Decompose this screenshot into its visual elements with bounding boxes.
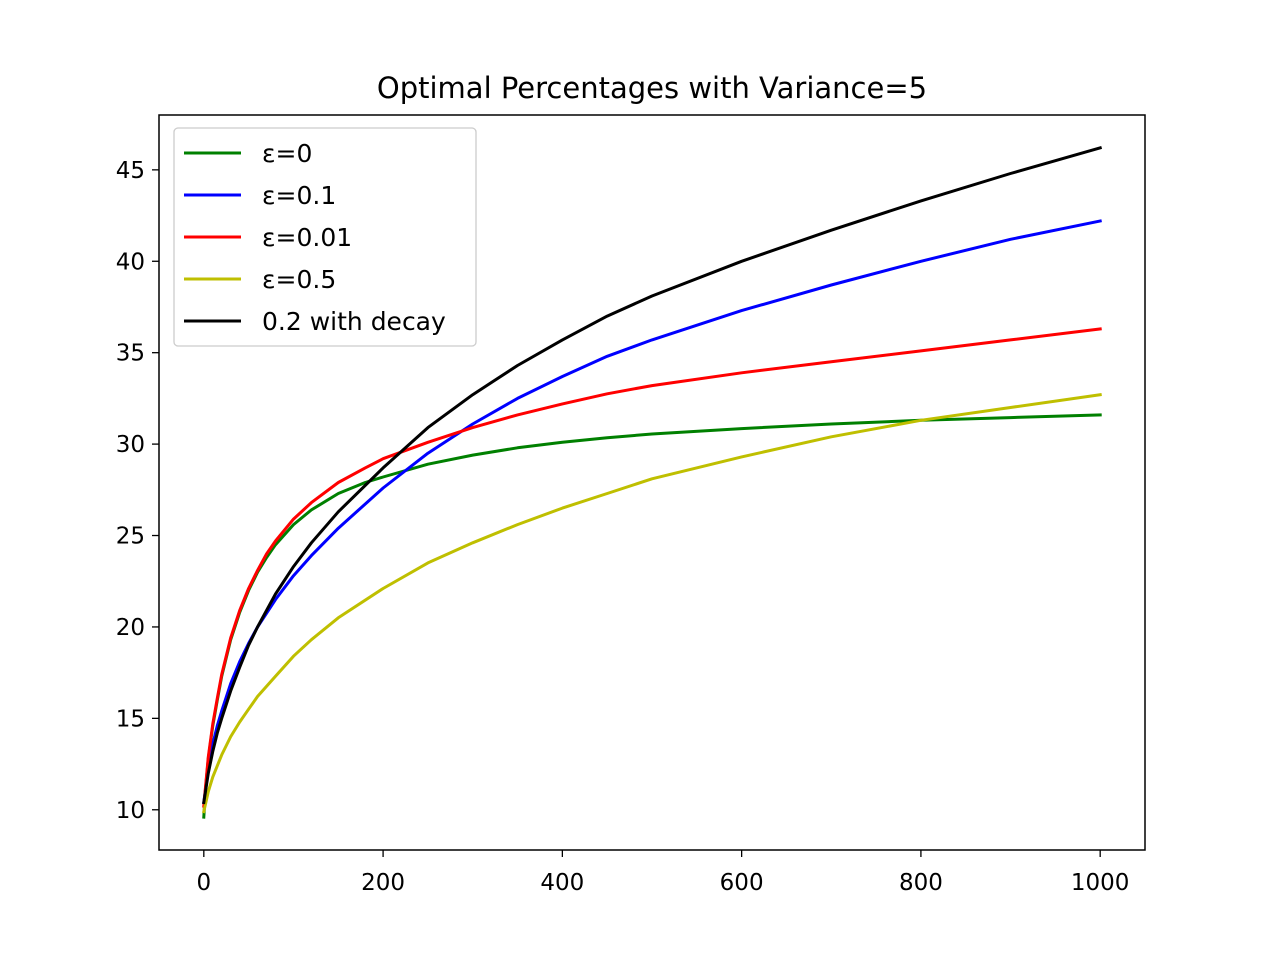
legend-label: ε=0.01	[262, 223, 352, 252]
y-tick-label: 30	[116, 432, 145, 458]
legend-label: ε=0	[262, 139, 312, 168]
y-tick-label: 45	[116, 158, 145, 184]
legend: ε=0 ε=0.1 ε=0.01 ε=0.5 0.2 with decay	[173, 127, 477, 347]
legend-box	[173, 127, 477, 347]
x-tick-label: 200	[361, 870, 405, 896]
y-tick-label: 40	[116, 249, 145, 275]
y-axis: 10 15 20 25 30 35 40 45	[116, 158, 159, 824]
x-tick-label: 1000	[1071, 870, 1130, 896]
x-tick-label: 600	[720, 870, 764, 896]
y-tick-label: 10	[116, 798, 145, 824]
y-tick-label: 25	[116, 524, 145, 550]
series-line-1	[202, 219, 1102, 805]
legend-label: 0.2 with decay	[262, 307, 446, 336]
legend-label: ε=0.5	[262, 265, 336, 294]
series-line-3	[202, 393, 1102, 814]
series-line-4	[202, 146, 1103, 805]
x-tick-label: 800	[899, 870, 943, 896]
y-tick-label: 20	[116, 615, 145, 641]
chart-title: Optimal Percentages with Variance=5	[377, 71, 927, 105]
series-line-2	[202, 327, 1102, 808]
x-tick-label: 0	[196, 870, 211, 896]
y-tick-label: 35	[116, 341, 145, 367]
series-lines	[202, 146, 1103, 819]
legend-label: ε=0.1	[262, 181, 336, 210]
x-tick-label: 400	[540, 870, 584, 896]
x-axis: 0 200 400 600 800 1000	[196, 850, 1129, 896]
axes-frame	[158, 114, 1146, 851]
y-tick-label: 15	[116, 706, 145, 732]
